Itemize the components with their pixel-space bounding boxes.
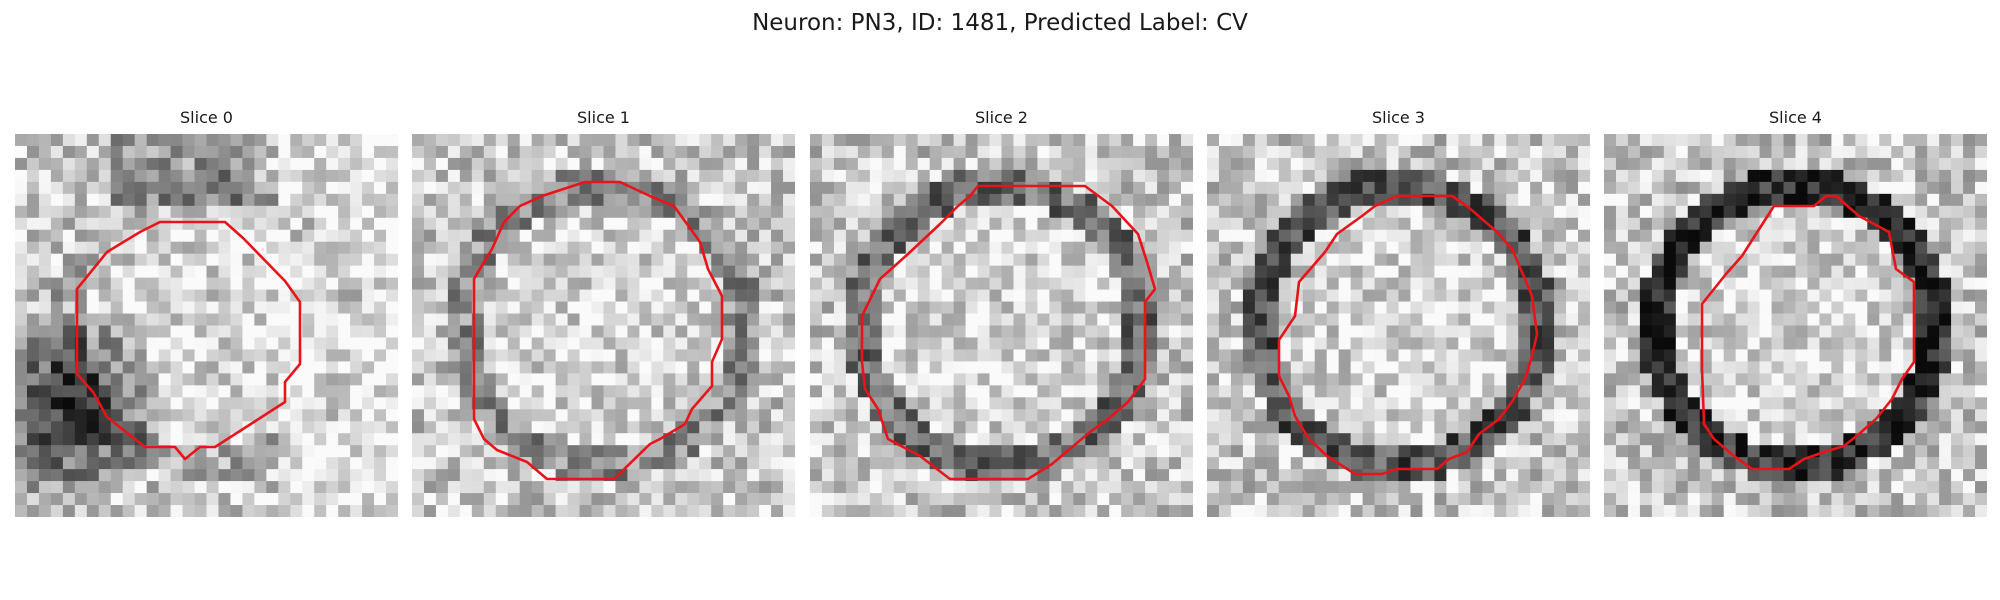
slice-panel: Slice 4 xyxy=(1604,108,1987,517)
micrograph-image xyxy=(1604,134,1987,517)
slice-title: Slice 0 xyxy=(180,108,233,127)
micrograph-image xyxy=(810,134,1193,517)
slice-panel: Slice 0 xyxy=(15,108,398,517)
figure-title: Neuron: PN3, ID: 1481, Predicted Label: … xyxy=(752,10,1248,36)
micrograph-image xyxy=(15,134,398,517)
slice-panel: Slice 3 xyxy=(1207,108,1590,517)
pixel-grid xyxy=(15,134,398,517)
segmentation-outline xyxy=(860,184,1157,481)
slice-title: Slice 3 xyxy=(1372,108,1425,127)
slice-title: Slice 2 xyxy=(975,108,1028,127)
slice-panel: Slice 1 xyxy=(412,108,795,517)
segmentation-outline xyxy=(1700,194,1916,471)
pixel-grid xyxy=(810,134,1193,517)
slice-panel: Slice 2 xyxy=(810,108,1193,517)
micrograph-image xyxy=(1207,134,1590,517)
slice-title: Slice 4 xyxy=(1769,108,1822,127)
pixel-grid xyxy=(1207,134,1590,517)
segmentation-outline xyxy=(1277,194,1539,476)
segmentation-outline xyxy=(472,180,724,481)
segmentation-outline xyxy=(75,220,302,461)
pixel-grid xyxy=(1604,134,1987,517)
micrograph-image xyxy=(412,134,795,517)
slice-title: Slice 1 xyxy=(577,108,630,127)
pixel-grid xyxy=(412,134,795,517)
